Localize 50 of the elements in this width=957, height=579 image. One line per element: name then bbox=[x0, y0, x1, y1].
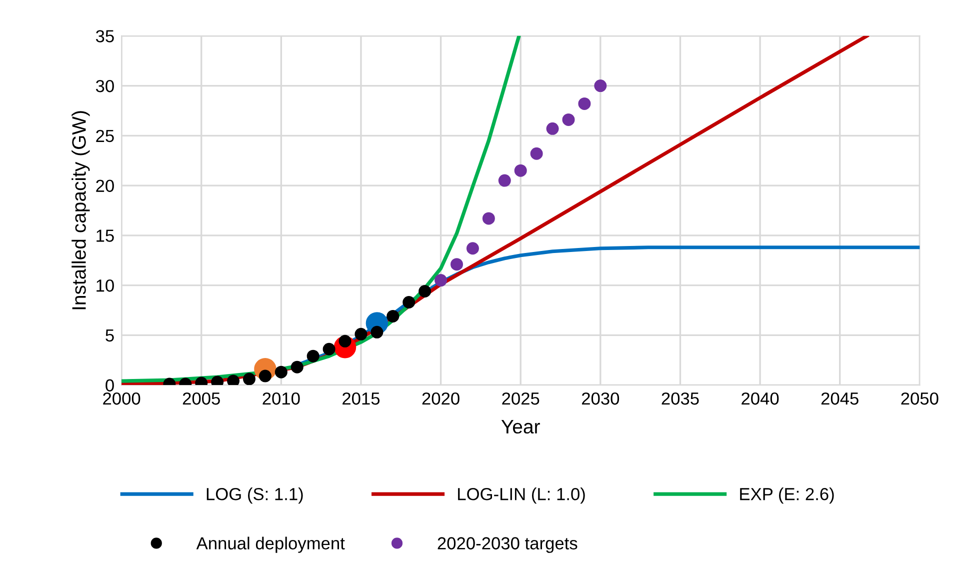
point bbox=[242, 372, 256, 386]
x-tick-label: 2030 bbox=[582, 392, 620, 405]
y-tick-label: 20 bbox=[96, 180, 114, 192]
point bbox=[514, 164, 527, 177]
x-tick-label: 2000 bbox=[103, 392, 140, 405]
point bbox=[594, 80, 607, 92]
point bbox=[562, 113, 575, 126]
point bbox=[498, 174, 511, 187]
x-tick-label: 2005 bbox=[182, 392, 220, 405]
y-tick-label: 10 bbox=[96, 279, 114, 292]
x-tick-label: 2015 bbox=[342, 392, 380, 405]
x-tick-label: 2035 bbox=[662, 392, 699, 405]
legend-label: EXP (E: 2.6) bbox=[740, 488, 834, 504]
point bbox=[482, 212, 495, 225]
point bbox=[322, 342, 336, 356]
point bbox=[274, 366, 288, 378]
point bbox=[450, 258, 464, 271]
point bbox=[578, 97, 591, 110]
point bbox=[402, 296, 416, 308]
x-tick-label: 2040 bbox=[742, 392, 779, 405]
legend-label: Annual deployment bbox=[196, 536, 345, 553]
y-tick-label: 25 bbox=[96, 130, 114, 142]
point bbox=[434, 274, 448, 287]
legend-label: 2020-2030 targets bbox=[438, 537, 578, 553]
point bbox=[530, 147, 543, 160]
point bbox=[418, 285, 432, 298]
y-tick-label: 15 bbox=[96, 230, 114, 242]
y-tick-label: 35 bbox=[96, 30, 114, 42]
point bbox=[466, 242, 479, 255]
legend-label: LOG-LIN (L: 1.0) bbox=[458, 488, 585, 504]
y-axis-title: Installed capacity (GW) bbox=[72, 111, 90, 310]
y-tick-label: 0 bbox=[106, 379, 114, 392]
x-tick-label: 2020 bbox=[422, 392, 460, 405]
point bbox=[546, 122, 559, 135]
point bbox=[306, 350, 320, 362]
x-tick-label: 2010 bbox=[262, 392, 300, 405]
y-tick-label: 30 bbox=[96, 80, 114, 92]
legend-label: LOG (S: 1.1) bbox=[206, 488, 303, 504]
point bbox=[370, 326, 384, 338]
point bbox=[386, 310, 400, 322]
x-tick-label: 2050 bbox=[901, 392, 938, 405]
point bbox=[258, 370, 272, 382]
x-tick-label: 2025 bbox=[502, 392, 540, 405]
point bbox=[354, 328, 368, 340]
point bbox=[290, 360, 304, 374]
x-axis-title: Year bbox=[501, 420, 540, 434]
x-tick-label: 2045 bbox=[821, 392, 858, 405]
point bbox=[227, 374, 240, 386]
y-tick-label: 5 bbox=[106, 330, 114, 342]
line-series bbox=[122, 36, 869, 386]
